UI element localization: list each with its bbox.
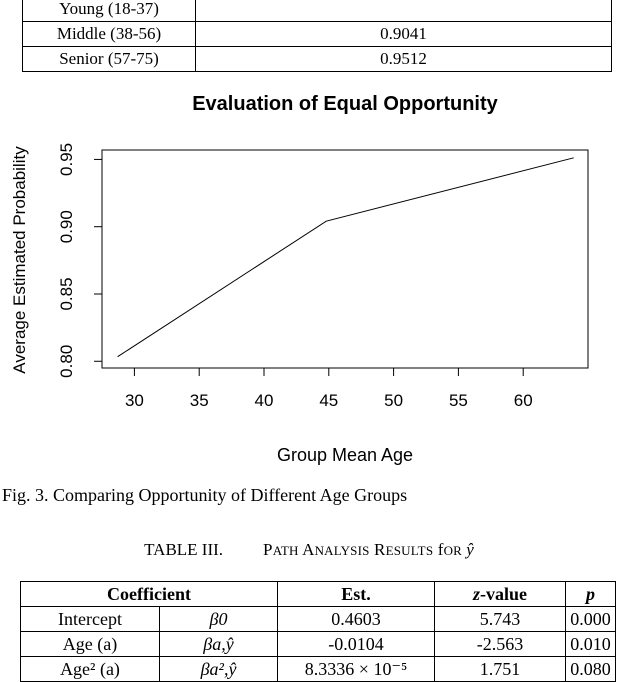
coef-symbol: β0 (158, 606, 279, 632)
value-cell: 0.9512 (195, 46, 612, 72)
x-tick-label: 40 (255, 391, 274, 410)
path-analysis-table: Coefficient Est. z-value p Intercept β0 … (19, 581, 616, 682)
y-axis-label: Average Estimated Probability (10, 146, 29, 374)
group-cell: Middle (38-56) (22, 21, 196, 47)
y-tick-label: 0.95 (57, 143, 76, 176)
table-row: Age (a) βa,ŷ -0.0104 -2.563 0.010 (20, 631, 616, 657)
coef-name: Age (a) (20, 631, 160, 657)
plot-frame (101, 149, 589, 369)
group-cell: Young (18-37) (22, 0, 196, 22)
x-tick-label: 30 (125, 391, 144, 410)
x-tick-label: 50 (384, 391, 403, 410)
coef-est: -0.0104 (277, 631, 436, 657)
y-tick-label: 0.90 (57, 210, 76, 243)
y-hat-symbol: ŷ (466, 540, 474, 559)
coef-z: 5.743 (434, 606, 567, 632)
coef-name: Age² (a) (20, 656, 160, 682)
y-axis: 0.80 0.85 0.90 0.95 (57, 143, 102, 378)
x-tick-label: 45 (319, 391, 338, 410)
x-tick-label: 60 (514, 391, 533, 410)
x-axis-label: Group Mean Age (277, 445, 413, 465)
y-tick-label: 0.85 (57, 277, 76, 310)
coef-z: -2.563 (434, 631, 567, 657)
z-label: z (473, 583, 481, 604)
table-row: Intercept β0 0.4603 5.743 0.000 (20, 606, 616, 632)
coef-name: Intercept (20, 606, 160, 632)
header-row: Coefficient Est. z-value p (19, 581, 616, 607)
x-tick-label: 35 (190, 391, 209, 410)
coef-z: 1.751 (434, 656, 567, 682)
line-chart: Evaluation of Equal Opportunity 30 35 40 45… (10, 93, 589, 465)
coef-p: 0.010 (565, 631, 616, 657)
table-row: Senior (57-75) 0.9512 (22, 46, 612, 72)
coef-p: 0.080 (565, 656, 616, 682)
column-header-coefficient: Coefficient (19, 581, 279, 607)
table-row: Age² (a) βa²,ŷ 8.3336 × 10⁻⁵ 1.751 0.080 (20, 656, 616, 682)
coef-symbol: βa²,ŷ (158, 656, 279, 682)
group-cell: Senior (57-75) (22, 46, 196, 72)
value-cell (195, 0, 612, 22)
series-line (117, 157, 574, 358)
column-header-z: z-value (434, 581, 567, 607)
figure-caption: Fig. 3. Comparing Opportunity of Differe… (2, 485, 408, 505)
x-tick-label: 55 (449, 391, 468, 410)
p-label: p (586, 583, 595, 604)
age-group-table: Young (18-37) Middle (38-56) 0.9041 Seni… (22, 0, 612, 72)
y-tick-label: 0.80 (57, 345, 76, 378)
value-cell: 0.9041 (195, 21, 612, 47)
column-header-p: p (565, 581, 616, 607)
table-label: TABLE III. (144, 540, 224, 559)
x-axis: 30 35 40 45 50 55 60 (125, 368, 533, 410)
coef-p: 0.000 (565, 606, 616, 632)
column-header-est: Est. (277, 581, 436, 607)
coef-symbol: βa,ŷ (158, 631, 279, 657)
chart-title: Evaluation of Equal Opportunity (192, 93, 498, 115)
table-row: Middle (38-56) 0.9041 (22, 21, 612, 47)
coef-est: 8.3336 × 10⁻⁵ (277, 656, 436, 682)
table-row: Young (18-37) (22, 0, 612, 22)
table-caption: PATH ANALYSIS RESULTS fOR (263, 540, 463, 559)
table-title: TABLE III. PATH ANALYSIS RESULTS fOR ŷ (0, 540, 618, 560)
coef-est: 0.4603 (277, 606, 436, 632)
